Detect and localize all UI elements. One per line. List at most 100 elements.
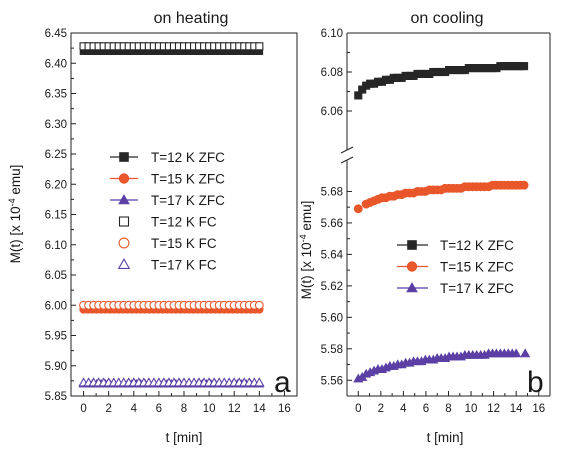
legend-label: T=17 K ZFC bbox=[151, 193, 225, 208]
panel-a-y-tick-label: 6.05 bbox=[45, 270, 67, 282]
data-point bbox=[353, 204, 363, 214]
panel-a-y-label-main: M(t) [x 10 bbox=[8, 206, 23, 263]
panel-b-x-tick-label: 4 bbox=[400, 403, 407, 415]
legend-label: T=15 K FC bbox=[151, 236, 217, 251]
panel-a-title: on heating bbox=[154, 10, 229, 27]
panel-b-lower-y-tick-label: 5.68 bbox=[321, 186, 343, 198]
panel-a-x-tick-label: 0 bbox=[80, 403, 86, 415]
data-point bbox=[255, 42, 264, 51]
data-point bbox=[520, 348, 531, 358]
legend-item-t-15-k-zfc: T=15 K ZFC bbox=[397, 260, 514, 275]
legend-item-t-12-k-fc-fc: T=12 K FC bbox=[118, 215, 217, 230]
panel-b-lower-y-tick-label: 5.66 bbox=[321, 218, 343, 230]
legend-item-t-12-k-zfc: T=12 K ZFC bbox=[397, 238, 514, 253]
series-t-17-k-zfc bbox=[353, 348, 531, 383]
data-point bbox=[511, 348, 522, 358]
panel-b-y-label-unit: emu] bbox=[299, 201, 314, 235]
series-t-15-k-zfc bbox=[353, 180, 529, 214]
panel-b-upper-y-tick-label: 6.08 bbox=[321, 67, 343, 79]
legend-item-t-15-k-fc-fc: T=15 K FC bbox=[118, 236, 217, 251]
panel-b-x-tick-label: 10 bbox=[465, 403, 478, 415]
series-t-12-k-fc bbox=[79, 42, 264, 51]
panel-a-y-tick-label: 5.95 bbox=[45, 331, 67, 343]
panel-b-y-label-exp: -4 bbox=[298, 234, 308, 242]
panel-a-y-tick-label: 6.15 bbox=[45, 210, 67, 222]
panel-a-y-label: M(t) [x 10-4 emu] bbox=[7, 165, 23, 264]
panel-b-plot-area bbox=[353, 62, 531, 383]
panel-a-y-tick-label: 6.35 bbox=[45, 89, 67, 101]
legend-label: T=12 K ZFC bbox=[440, 238, 514, 253]
legend-label: T=17 K ZFC bbox=[440, 281, 514, 296]
series-t-12-k-zfc bbox=[354, 62, 529, 100]
panel-a-y-tick-label: 6.00 bbox=[45, 300, 67, 312]
panel-b-x-tick-label: 6 bbox=[423, 403, 429, 415]
panel-b-x-label: t [min] bbox=[427, 430, 464, 445]
panel-a-x-tick-label: 14 bbox=[253, 403, 266, 415]
data-point bbox=[254, 377, 265, 387]
legend-label: T=15 K ZFC bbox=[151, 172, 225, 187]
panel-a-x-tick-label: 4 bbox=[131, 403, 138, 415]
panel-a-x-tick-label: 12 bbox=[228, 403, 241, 415]
panel-b-lower-y-tick-label: 5.58 bbox=[321, 344, 343, 356]
legend-label: T=17 K FC bbox=[151, 258, 217, 273]
panel-b-lower-y-tick-label: 5.62 bbox=[321, 281, 343, 293]
panel-a-plot-area bbox=[78, 42, 265, 388]
legend-label: T=15 K ZFC bbox=[440, 260, 514, 275]
panel-b-lower-y-tick-label: 5.60 bbox=[321, 312, 343, 324]
series-t-15-k-fc bbox=[79, 300, 264, 310]
legend-item-t-12-k-zfc: T=12 K ZFC bbox=[110, 150, 225, 165]
panel-b-x-tick-label: 0 bbox=[355, 403, 361, 415]
legend-marker bbox=[118, 216, 130, 227]
panel-a-letter: a bbox=[274, 366, 291, 399]
legend-marker bbox=[118, 237, 130, 249]
panel-a-y-tick-label: 6.10 bbox=[45, 240, 67, 252]
panel-a-y-axis: 5.85 5.90 5.95 6.00 6.05 6.10 6.15 6.20 6.25 6.30… bbox=[45, 28, 76, 403]
panel-a-x-tick-label: 2 bbox=[105, 403, 111, 415]
panel-b-lower-y-tick-label: 5.56 bbox=[321, 375, 343, 387]
axis-break-mark bbox=[340, 146, 354, 164]
panel-a-x-tick-label: 16 bbox=[278, 403, 291, 415]
panel-b-y-label: M(t) [x 10-4 emu] bbox=[298, 201, 314, 300]
legend-marker bbox=[118, 194, 130, 205]
panel-b-x-axis: 0 2 4 6 8 10 12 14 16 bbox=[355, 391, 545, 415]
panel-b-letter: b bbox=[527, 366, 544, 399]
panel-a-x-tick-label: 10 bbox=[203, 403, 216, 415]
panel-b-x-tick-label: 16 bbox=[532, 403, 545, 415]
panel-b-upper-y-tick-label: 6.10 bbox=[321, 28, 343, 40]
legend-label: T=12 K FC bbox=[151, 215, 217, 230]
data-point bbox=[254, 300, 264, 310]
panel-b-upper-y-tick-label: 6.06 bbox=[321, 106, 343, 118]
legend-item-t-15-k-zfc: T=15 K ZFC bbox=[110, 172, 225, 187]
series-t-17-k-fc bbox=[78, 377, 265, 387]
legend-marker bbox=[118, 173, 130, 184]
panel-a-y-tick-label: 6.30 bbox=[45, 119, 67, 131]
panel-b-legend: T=12 K ZFC T=15 K ZFC T=17 K ZFC bbox=[397, 238, 514, 296]
panel-b-x-tick-label: 8 bbox=[445, 403, 451, 415]
legend-marker bbox=[406, 282, 418, 293]
legend-marker bbox=[117, 258, 131, 270]
panel-b: on cooling 0 2 4 6 8 10 12 14 16 6.06 6.08 6.10 5.5… bbox=[298, 10, 551, 445]
panel-a-x-tick-label: 8 bbox=[181, 403, 187, 415]
panel-b-lower-y-tick-label: 5.64 bbox=[321, 249, 344, 261]
panel-b-x-tick-label: 14 bbox=[510, 403, 523, 415]
panel-a: on heating 0 2 4 6 8 10 12 14 16 5.85 5.90 5.95 6.0… bbox=[7, 10, 298, 445]
panel-a-legend: T=12 K ZFC T=15 K ZFC T=17 K ZFC T=12 K FC T… bbox=[110, 150, 225, 273]
legend-marker bbox=[407, 240, 417, 250]
legend-marker bbox=[406, 261, 418, 272]
data-point bbox=[520, 62, 529, 71]
panel-a-x-tick-label: 6 bbox=[156, 403, 162, 415]
panel-a-y-tick-label: 5.90 bbox=[45, 361, 67, 373]
panel-a-x-axis: 0 2 4 6 8 10 12 14 16 bbox=[80, 391, 291, 415]
legend-item-t-17-k-zfc: T=17 K ZFC bbox=[397, 281, 514, 296]
panel-a-y-tick-label: 6.20 bbox=[45, 179, 67, 191]
data-point bbox=[519, 180, 529, 190]
panel-a-y-tick-label: 5.85 bbox=[45, 391, 67, 403]
panel-a-x-label: t [min] bbox=[166, 430, 203, 445]
panel-a-y-label-unit: emu] bbox=[8, 165, 23, 199]
panel-a-y-tick-label: 6.25 bbox=[45, 149, 67, 161]
panel-a-y-label-exp: -4 bbox=[7, 198, 17, 206]
panel-b-x-tick-label: 12 bbox=[487, 403, 500, 415]
panel-a-y-tick-label: 6.40 bbox=[45, 58, 67, 70]
